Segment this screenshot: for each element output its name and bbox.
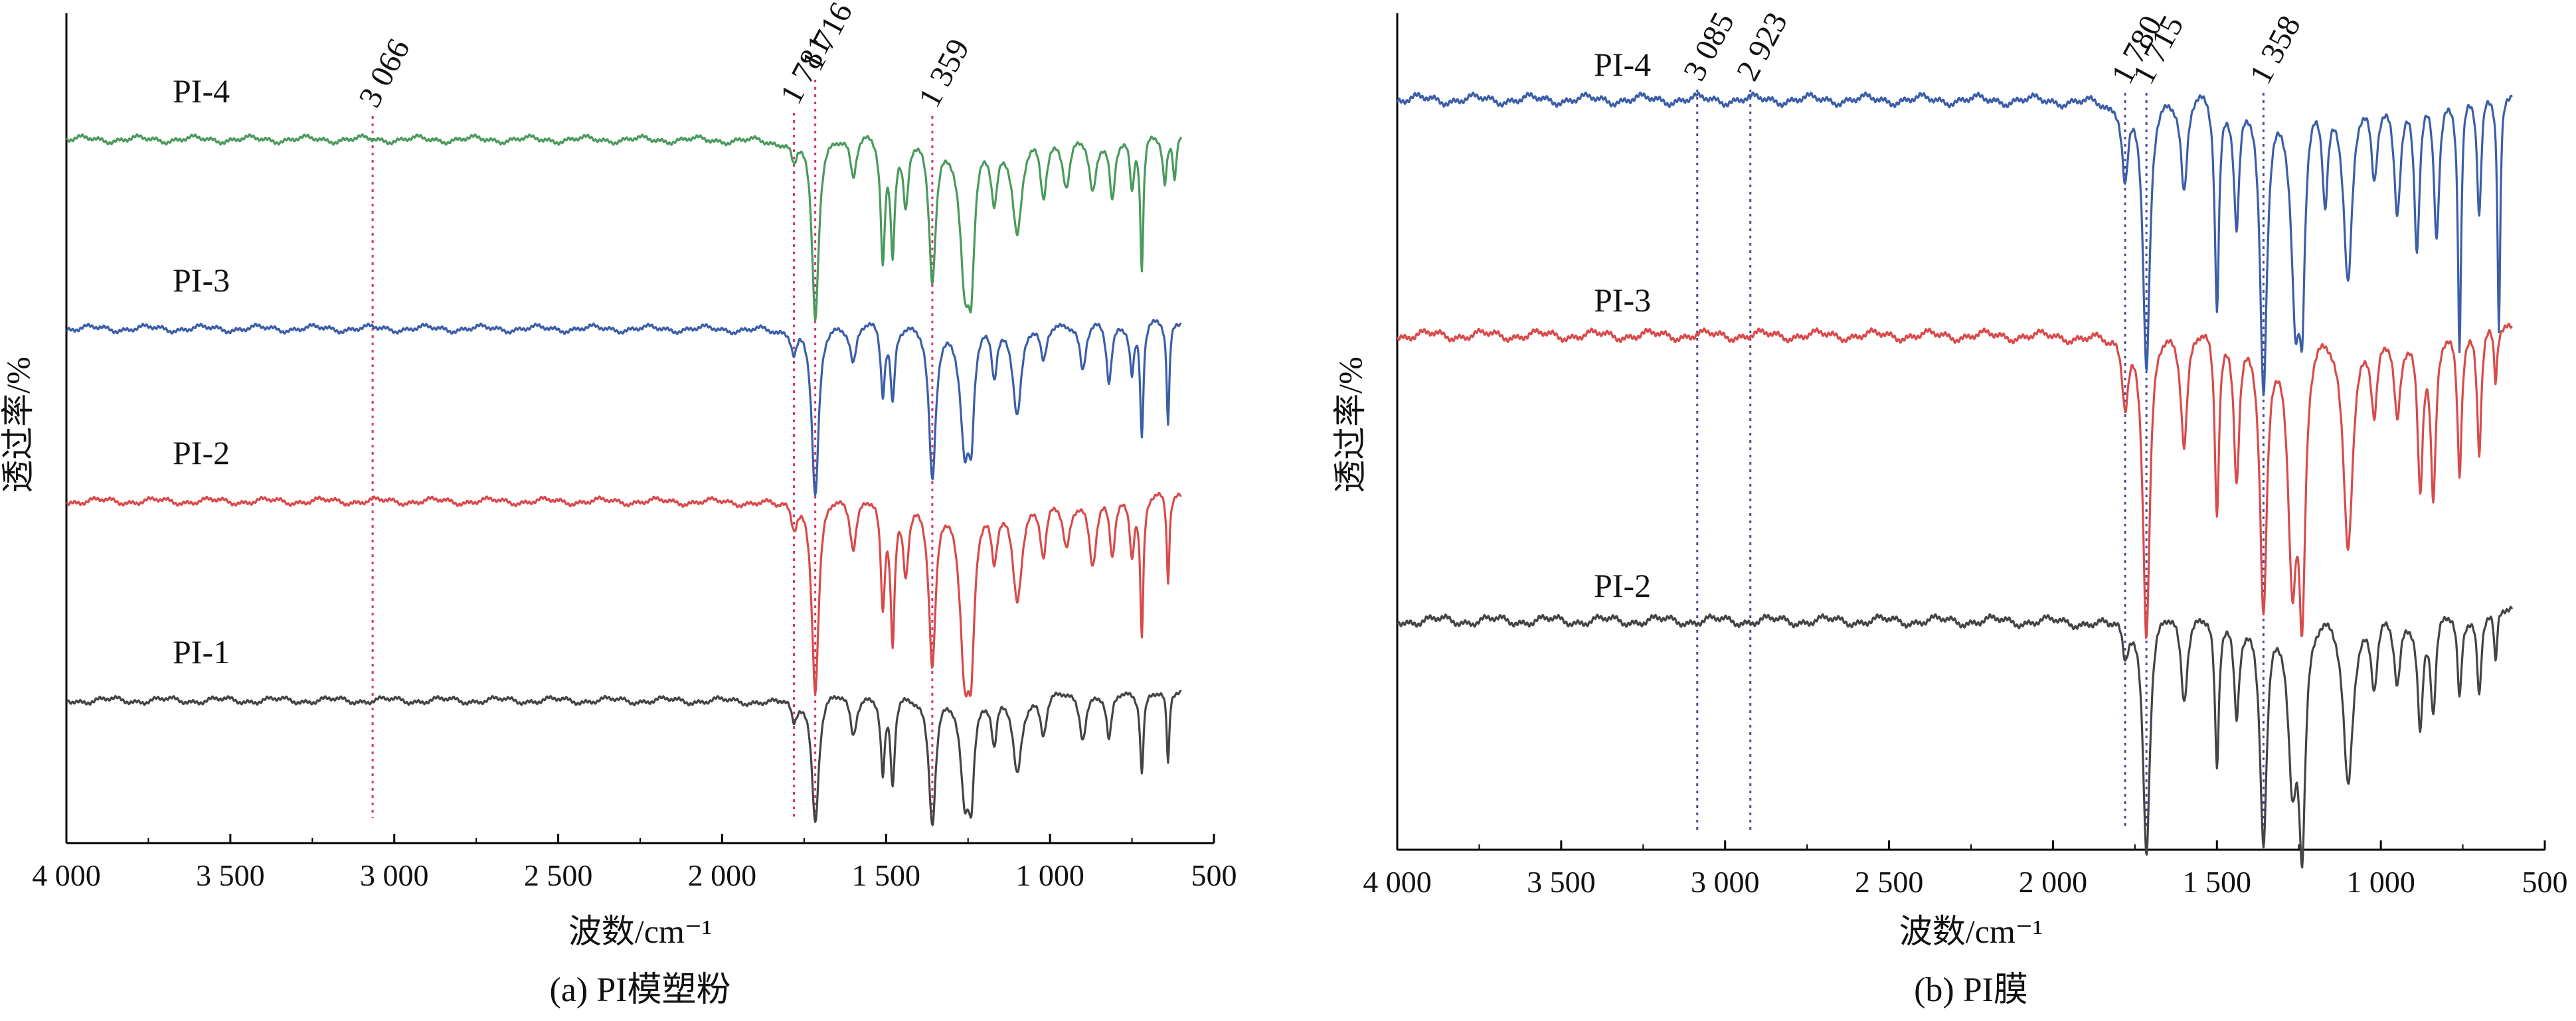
x-tick-label: 1 000	[2346, 865, 2415, 899]
panel-caption: (a) PI模塑粉	[550, 971, 731, 1009]
series-label-pi-1: PI-1	[173, 633, 230, 670]
x-tick-label: 3 000	[1691, 865, 1760, 899]
series-label-pi-3: PI-3	[173, 262, 230, 299]
x-tick-label: 2 500	[524, 858, 593, 892]
x-tick-label: 2 000	[2019, 865, 2088, 899]
spectrum-pi-4	[1396, 91, 2513, 396]
series-label-pi-3: PI-3	[1594, 281, 1651, 319]
x-tick-label: 1 000	[1015, 858, 1084, 892]
x-axis-title: 波数/cm⁻¹	[1899, 913, 2043, 950]
y-axis-title: 透过率/%	[1331, 356, 1369, 493]
series-label-pi-4: PI-4	[173, 72, 230, 110]
peak-label-1359: 1 359	[912, 33, 976, 113]
y-axis-title: 透过率/%	[0, 356, 37, 493]
panel-b-film: 4 000 3 500 3 000 2 500 2 000 1 500 1 000 500 波数…	[1331, 7, 2568, 1009]
x-tick-label: 4 000	[32, 858, 101, 892]
peak-label-3066: 3 066	[352, 33, 416, 113]
spectrum-pi-2	[66, 491, 1182, 698]
x-tick-label: 2 500	[1855, 865, 1924, 899]
x-tick-label: 1 500	[2183, 865, 2252, 899]
x-tick-label: 500	[1191, 858, 1237, 892]
spectrum-pi-3	[66, 319, 1182, 497]
spectrum-pi-4	[66, 133, 1183, 322]
series-label-pi-2: PI-2	[1594, 567, 1651, 604]
x-tick-label: 3 500	[1527, 865, 1596, 899]
peak-label-2923: 2 923	[1730, 7, 1794, 86]
peak-label-3085: 3 085	[1677, 7, 1741, 86]
series-label-pi-2: PI-2	[173, 434, 230, 471]
spectrum-pi-3	[1396, 323, 2514, 639]
x-axis-title: 波数/cm⁻¹	[568, 913, 712, 950]
x-tick-label: 500	[2522, 865, 2568, 899]
panel-caption: (b) PI膜	[1914, 971, 2028, 1009]
spectrum-pi-2	[1396, 605, 2514, 869]
spectrum-pi-1	[66, 690, 1182, 826]
x-tick-label: 3 500	[196, 858, 265, 892]
x-tick-label: 3 000	[360, 858, 429, 892]
x-tick-label: 4 000	[1363, 865, 1432, 899]
x-tick-label: 2 000	[688, 858, 757, 892]
peak-label-1358: 1 358	[2243, 10, 2307, 90]
panel-a-molding-powder: 4 000 3 500 3 000 2 500 2 000 1 500 1 000 500 波数…	[0, 0, 1237, 1009]
series-label-pi-4: PI-4	[1594, 46, 1651, 83]
x-tick-label: 1 500	[852, 858, 921, 892]
